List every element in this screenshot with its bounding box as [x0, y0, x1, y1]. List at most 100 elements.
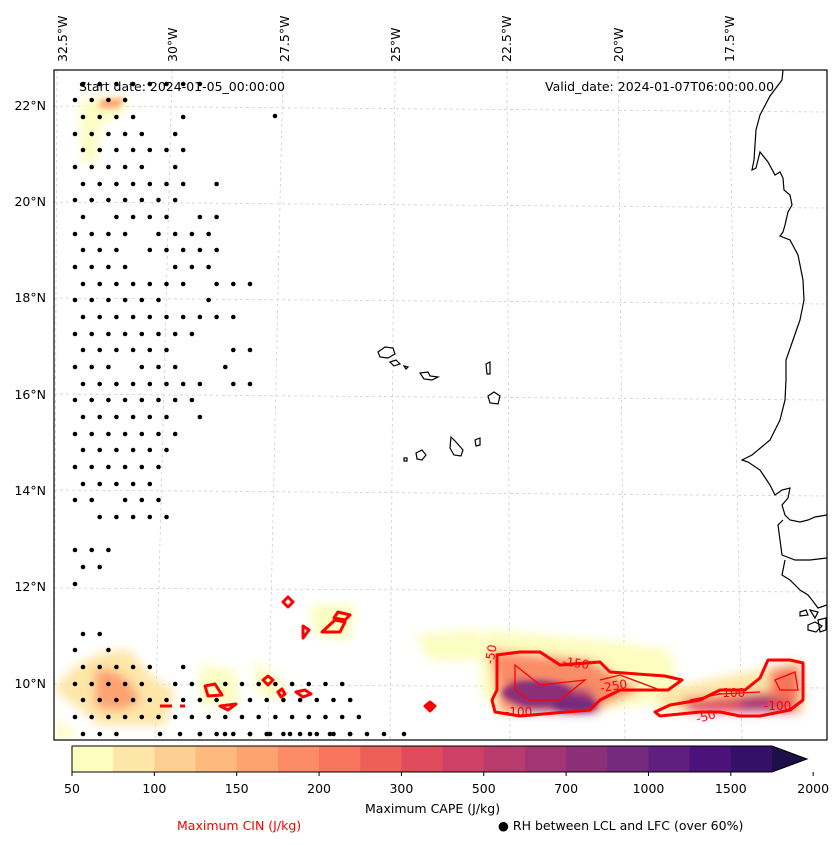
- rh-dot: [89, 464, 94, 470]
- rh-dot: [189, 714, 195, 720]
- rh-dot: [156, 397, 161, 403]
- rh-dot: [307, 731, 313, 737]
- rh-dot: [72, 197, 78, 203]
- rh-dot: [97, 481, 102, 487]
- rh-dot: [106, 197, 111, 203]
- rh-dot: [147, 147, 153, 153]
- rh-dot: [97, 414, 102, 420]
- rh-dot: [114, 214, 119, 220]
- colorbar-segment: [113, 746, 155, 772]
- rh-dot: [164, 281, 169, 287]
- rh-dot: [106, 231, 111, 237]
- rh-dot: [347, 731, 353, 737]
- rh-dot: [89, 497, 94, 503]
- rh-dot: [72, 264, 78, 270]
- rh-dot: [139, 681, 145, 687]
- rh-dot: [231, 731, 236, 737]
- rh-dot: [347, 697, 353, 703]
- colorbar-segment: [730, 746, 773, 772]
- colorbar-tick-label: 500: [471, 781, 496, 796]
- rh-dot: [206, 714, 211, 720]
- rh-dot: [157, 731, 163, 737]
- rh-dot: [139, 431, 145, 437]
- rh-dot: [147, 347, 153, 353]
- rh-dot: [339, 714, 345, 720]
- rh-dot: [106, 397, 111, 403]
- rh-dot: [89, 431, 94, 437]
- rh-dot: [147, 314, 153, 320]
- cape-colorbar: [71, 745, 814, 776]
- rh-dot: [80, 347, 86, 353]
- rh-dot: [139, 197, 145, 203]
- rh-dot: [172, 714, 178, 720]
- rh-dot: [72, 364, 78, 370]
- rh-dot: [114, 414, 119, 420]
- colorbar-outline: [71, 745, 809, 773]
- rh-dot: [331, 731, 336, 737]
- rh-dot: [97, 81, 102, 87]
- rh-dot: [231, 314, 236, 320]
- rh-dot: [139, 331, 145, 337]
- rh-dot: [197, 414, 203, 420]
- rh-dot: [89, 131, 94, 137]
- rh-dot: [331, 697, 336, 703]
- colorbar-segment: [72, 746, 114, 772]
- rh-dot: [106, 364, 111, 370]
- rh-dot: [114, 731, 119, 737]
- rh-dot: [147, 664, 153, 670]
- rh-dot: [172, 364, 178, 370]
- rh-dot: [130, 181, 136, 187]
- rh-dot: [130, 314, 136, 320]
- rh-dot: [97, 247, 102, 253]
- rh-dot: [139, 464, 145, 470]
- rh-dot: [122, 397, 128, 403]
- rh-dot: [231, 347, 236, 353]
- rh-dot: [323, 681, 328, 687]
- rh-dot: [97, 664, 102, 670]
- rh-dot: [97, 447, 102, 453]
- rh-dot: [80, 731, 86, 737]
- rh-dot: [80, 147, 86, 153]
- rh-dot: [97, 697, 102, 703]
- rh-dot: [214, 697, 219, 703]
- rh-dot: [130, 414, 136, 420]
- lat-label: 10°N: [14, 676, 46, 691]
- rh-dot: [281, 731, 286, 737]
- rh-dot: [97, 631, 102, 637]
- rh-dot: [114, 381, 119, 387]
- rh-dot: [297, 731, 303, 737]
- rh-dot: [172, 331, 178, 337]
- rh-dot: [172, 681, 178, 687]
- rh-dot: [164, 214, 169, 220]
- lon-label: 20°W: [611, 27, 626, 62]
- rh-dot: [130, 281, 136, 287]
- rh-dot: [97, 181, 102, 187]
- rh-dot: [197, 697, 203, 703]
- rh-dot: [214, 181, 219, 187]
- rh-dot: [180, 697, 186, 703]
- rh-dot: [180, 181, 186, 187]
- rh-dot: [89, 331, 94, 337]
- rh-dot: [156, 197, 161, 203]
- rh-dot: [147, 481, 153, 487]
- rh-legend-label: ● RH between LCL and LFC (over 60%): [498, 818, 744, 833]
- rh-dot: [180, 247, 186, 253]
- cin-contours: [160, 595, 805, 718]
- rh-dot: [130, 214, 136, 220]
- rh-dot: [72, 581, 78, 587]
- colorbar-label: Maximum CAPE (J/kg): [365, 801, 501, 816]
- rh-dot: [114, 697, 119, 703]
- rh-dot: [164, 81, 169, 87]
- rh-dot: [147, 697, 153, 703]
- rh-dot: [401, 731, 407, 737]
- rh-dot: [239, 714, 245, 720]
- rh-dot: [339, 681, 345, 687]
- rh-dot: [356, 714, 362, 720]
- rh-dot: [172, 397, 178, 403]
- rh-dot: [156, 331, 161, 337]
- rh-dot: [80, 314, 86, 320]
- rh-dot: [72, 97, 78, 103]
- rh-dot: [147, 514, 153, 520]
- rh-dot: [130, 664, 136, 670]
- rh-dot: [214, 281, 219, 287]
